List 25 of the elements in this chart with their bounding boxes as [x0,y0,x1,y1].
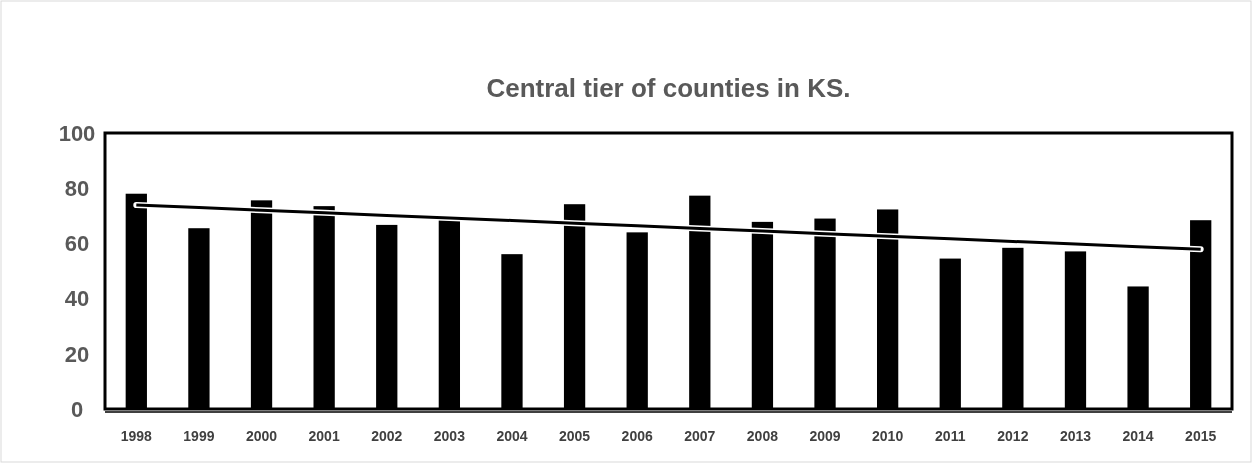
x-tick-label: 2009 [809,428,841,444]
x-tick-label: 2010 [872,428,904,444]
x-tick-label: 2005 [559,428,591,444]
x-tick-label: 2014 [1122,428,1154,444]
y-tick-label: 60 [64,231,90,257]
x-tick-label: 2000 [245,428,278,444]
x-tick-label: 2001 [308,428,340,444]
x-tick-label: 2015 [1185,428,1217,444]
x-tick-label: 2013 [1059,428,1092,444]
y-tick-label: 0 [70,396,84,422]
x-tick-label: 2008 [746,428,779,444]
x-tick-label: 2012 [997,428,1029,444]
x-tick-label: 2011 [935,428,966,444]
y-tick-label: 40 [64,286,90,312]
x-tick-label: 1999 [183,428,215,444]
x-tick-label: 2003 [433,428,466,444]
x-tick-label: 2004 [496,428,528,444]
y-tick-label: 20 [64,341,90,367]
y-tick-label: 100 [58,120,96,146]
y-tick-label: 80 [64,175,90,201]
x-tick-label: 2002 [371,428,403,444]
x-tick-label: 2007 [684,428,716,444]
chart-title: Central tier of counties in KS. [486,73,851,103]
x-tick-label: 1998 [120,428,153,444]
x-tick-label: 2006 [621,428,653,444]
